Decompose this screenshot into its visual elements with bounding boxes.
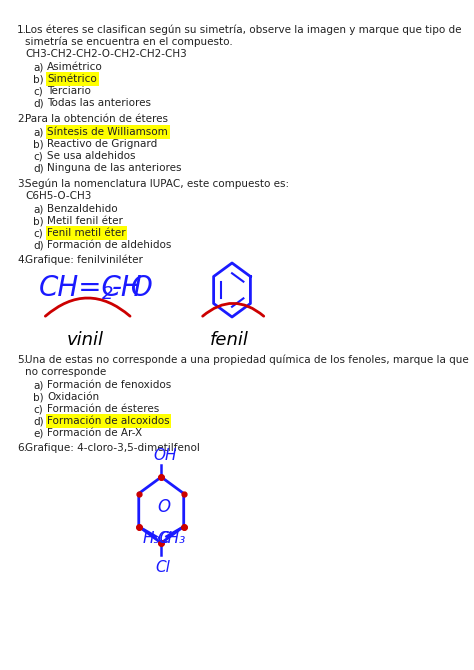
Text: Según la nomenclatura IUPAC, este compuesto es:: Según la nomenclatura IUPAC, este compue… [25,179,289,189]
Text: b): b) [33,216,44,226]
Text: Formación de Ar-X: Formación de Ar-X [47,428,142,438]
Text: Simétrico: Simétrico [47,74,97,84]
Text: Todas las anteriores: Todas las anteriores [47,98,151,108]
Text: b): b) [33,74,44,84]
Text: Los éteres se clasifican según su simetría, observe la imagen y marque que tipo : Los éteres se clasifican según su simetr… [25,25,462,36]
Text: a): a) [33,380,44,390]
Text: O: O [157,498,171,516]
Text: d): d) [33,163,44,173]
Text: no corresponde: no corresponde [25,367,107,377]
Text: d): d) [33,416,44,426]
Text: Una de estas no corresponde a una propiedad química de los fenoles, marque la qu: Una de estas no corresponde a una propie… [25,354,469,365]
Text: simetría se encuentra en el compuesto.: simetría se encuentra en el compuesto. [25,37,233,48]
Text: Formación de ésteres: Formación de ésteres [47,404,159,414]
Text: Cl: Cl [155,559,170,574]
Text: a): a) [33,62,44,72]
Text: 5.: 5. [18,355,27,365]
Text: Metil fenil éter: Metil fenil éter [47,216,123,226]
Text: vinil: vinil [67,331,104,349]
Text: Ninguna de las anteriores: Ninguna de las anteriores [47,163,182,173]
Text: Grafique: 4-cloro-3,5-dimetilfenol: Grafique: 4-cloro-3,5-dimetilfenol [25,443,200,453]
Text: - O: - O [112,274,153,302]
Text: e): e) [33,428,44,438]
Text: Benzaldehido: Benzaldehido [47,204,118,214]
Text: H₃C: H₃C [143,531,171,546]
Text: c): c) [33,151,43,161]
Text: b): b) [33,139,44,149]
Text: OH: OH [154,448,177,462]
Text: 3.: 3. [18,179,27,189]
Text: Reactivo de Grignard: Reactivo de Grignard [47,139,157,149]
Text: Terciario: Terciario [47,86,91,96]
Text: Síntesis de Williamsom: Síntesis de Williamsom [47,127,168,137]
Text: c): c) [33,404,43,414]
Text: fenil: fenil [210,331,249,349]
Text: d): d) [33,98,44,108]
Text: Formación de alcoxidos: Formación de alcoxidos [47,416,170,426]
Text: Asimétrico: Asimétrico [47,62,103,72]
Text: b): b) [33,392,44,402]
Text: c): c) [33,228,43,238]
Text: 2.: 2. [18,114,27,124]
Text: Para la obtención de éteres: Para la obtención de éteres [25,114,168,124]
Text: Se usa aldehidos: Se usa aldehidos [47,151,136,161]
Text: 4.: 4. [18,255,27,265]
Text: C6H5-O-CH3: C6H5-O-CH3 [25,191,91,201]
Text: Formación de aldehidos: Formación de aldehidos [47,240,172,250]
Text: 1.: 1. [18,25,27,35]
Text: d): d) [33,240,44,250]
Text: Formación de fenoxidos: Formación de fenoxidos [47,380,172,390]
Text: 6.: 6. [18,443,27,453]
Text: a): a) [33,127,44,137]
Text: CH=CH: CH=CH [39,274,143,302]
Text: c): c) [33,86,43,96]
Text: a): a) [33,204,44,214]
Text: Oxidación: Oxidación [47,392,100,402]
Text: CH3-CH2-CH2-O-CH2-CH2-CH3: CH3-CH2-CH2-O-CH2-CH2-CH3 [25,49,187,59]
Text: 2: 2 [102,285,114,303]
Text: Fenil metil éter: Fenil metil éter [47,228,126,238]
Text: Grafique: fenilviniléter: Grafique: fenilviniléter [25,255,143,265]
Text: CH₃: CH₃ [158,531,186,546]
